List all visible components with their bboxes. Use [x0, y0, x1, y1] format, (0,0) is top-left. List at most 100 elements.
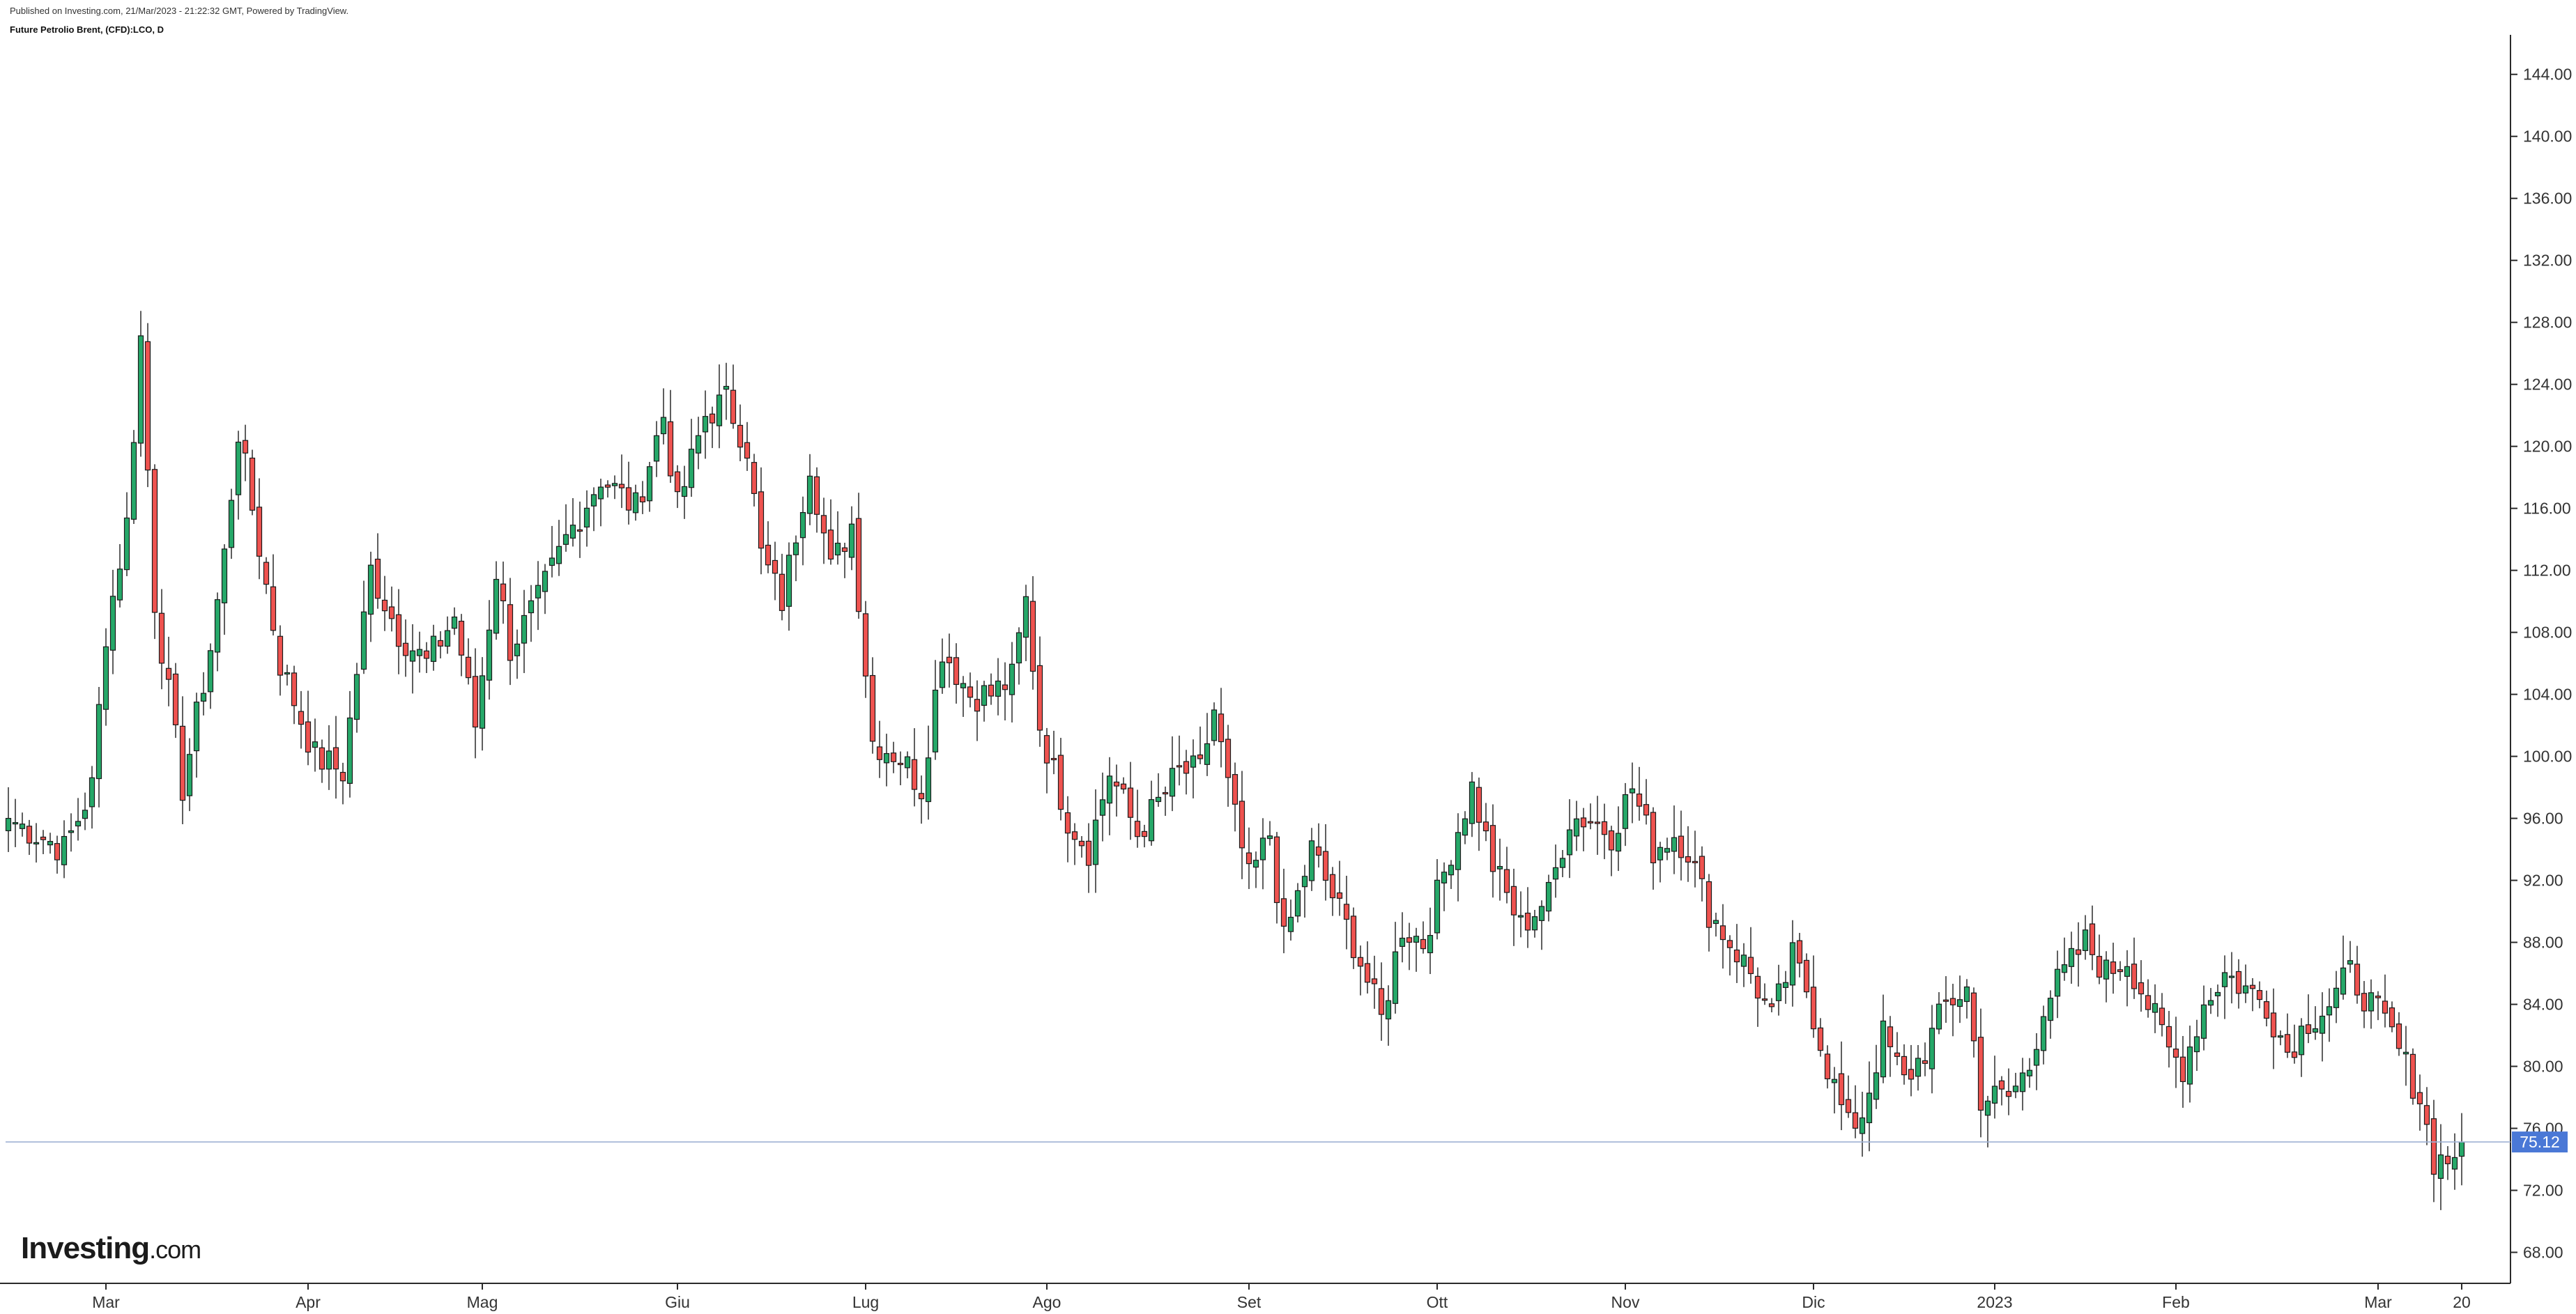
candle-body [1929, 1028, 1935, 1069]
candle-body [1245, 852, 1252, 865]
time-tick-label: Mar [92, 1293, 120, 1311]
candle-body [1963, 986, 1970, 1003]
candle-body [1608, 830, 1615, 851]
candle-body [82, 810, 89, 819]
candle-body [2054, 968, 2061, 997]
candle-body [1211, 709, 1218, 741]
candle-body [1956, 999, 1963, 1007]
candle-body [1810, 987, 1817, 1030]
price-tick-label: 140.00 [2523, 127, 2572, 146]
candle-body [2430, 1118, 2437, 1175]
current-price-label: 75.12 [2520, 1133, 2560, 1151]
candle-body [1712, 920, 1719, 925]
candle-body [214, 599, 221, 653]
candle-body [535, 585, 542, 598]
candle-body [1601, 821, 1608, 835]
candle-body [1552, 867, 1559, 880]
candle-body [409, 650, 416, 662]
candle-body [1726, 940, 1733, 948]
candle-body [716, 394, 723, 426]
candle-body [897, 762, 904, 766]
candle-body [1524, 913, 1531, 931]
candle-body [1503, 869, 1510, 893]
candle-body [325, 750, 332, 770]
candle-body [1266, 835, 1273, 840]
candle-body [2207, 1000, 2214, 1006]
candle-body [2068, 948, 2075, 967]
candle-body [137, 335, 144, 444]
price-tick-label: 84.00 [2523, 996, 2563, 1014]
price-tick-label: 128.00 [2523, 314, 2572, 332]
candle-body [102, 646, 109, 710]
candle-body [2047, 998, 2054, 1021]
candle-body [207, 650, 214, 693]
candle-body [1071, 831, 1078, 840]
candle-body [1183, 761, 1190, 774]
candle-body [590, 494, 597, 507]
candle-body [1880, 1020, 1887, 1078]
candle-body [2451, 1157, 2458, 1170]
candle-body [1371, 978, 1378, 984]
candle-body [1434, 879, 1441, 934]
candle-body [395, 614, 402, 647]
candle-body [2138, 982, 2145, 995]
candle-body [2361, 993, 2368, 1012]
logo-brand: Investing [21, 1231, 150, 1265]
candle-body [1650, 812, 1657, 864]
candle-body [1901, 1056, 1908, 1076]
candle-body [2375, 996, 2382, 998]
candle-body [130, 442, 137, 520]
candle-body [1517, 915, 1524, 918]
candle-body [1043, 735, 1050, 764]
candle-body [660, 417, 667, 435]
candle-body [737, 424, 744, 448]
candle-body [1155, 796, 1162, 803]
candle-body [109, 596, 116, 651]
candle-body [12, 822, 19, 825]
candle-body [855, 518, 862, 612]
candle-body [61, 835, 68, 865]
time-tick-label: Mar [2364, 1293, 2392, 1311]
candle-body [1831, 1079, 1838, 1083]
candle-body [458, 621, 465, 656]
candle-body [862, 613, 869, 677]
candle-body [1859, 1117, 1866, 1134]
candle-body [1803, 959, 1810, 993]
candle-body [904, 756, 911, 768]
time-tick-label: Apr [296, 1293, 321, 1311]
candle-body [2319, 1015, 2326, 1034]
candle-body [1218, 713, 1225, 743]
candle-body [1852, 1112, 1859, 1129]
candle-body [1845, 1099, 1852, 1113]
candle-body [1176, 765, 1183, 768]
candle-body [611, 483, 618, 486]
candle-body [19, 824, 26, 829]
candle-body [367, 564, 374, 615]
candle-body [242, 440, 249, 454]
time-tick-label: Feb [2162, 1293, 2190, 1311]
candle-body [2096, 956, 2103, 978]
candle-body [2326, 1006, 2333, 1016]
candle-body [981, 685, 988, 706]
candle-body [1413, 936, 1420, 943]
candle-body [1998, 1080, 2005, 1090]
candle-body [988, 684, 995, 697]
price-tick-label: 132.00 [2523, 252, 2572, 270]
candle-body [249, 457, 256, 511]
candle-body [1113, 781, 1120, 787]
candle-body [1448, 865, 1455, 876]
candle-body [967, 686, 974, 698]
candle-body [47, 841, 54, 846]
time-tick-label: 2023 [1977, 1293, 2012, 1311]
candle-body [1761, 998, 1768, 1001]
candle-body [1169, 768, 1176, 797]
candle-body [291, 672, 298, 706]
candle-body [1190, 755, 1197, 768]
candle-body [1908, 1069, 1915, 1080]
price-tick-label: 112.00 [2523, 562, 2571, 580]
candle-body [528, 600, 535, 614]
candle-body [1162, 791, 1169, 795]
candle-body [799, 512, 806, 539]
candle-body [1002, 684, 1009, 690]
